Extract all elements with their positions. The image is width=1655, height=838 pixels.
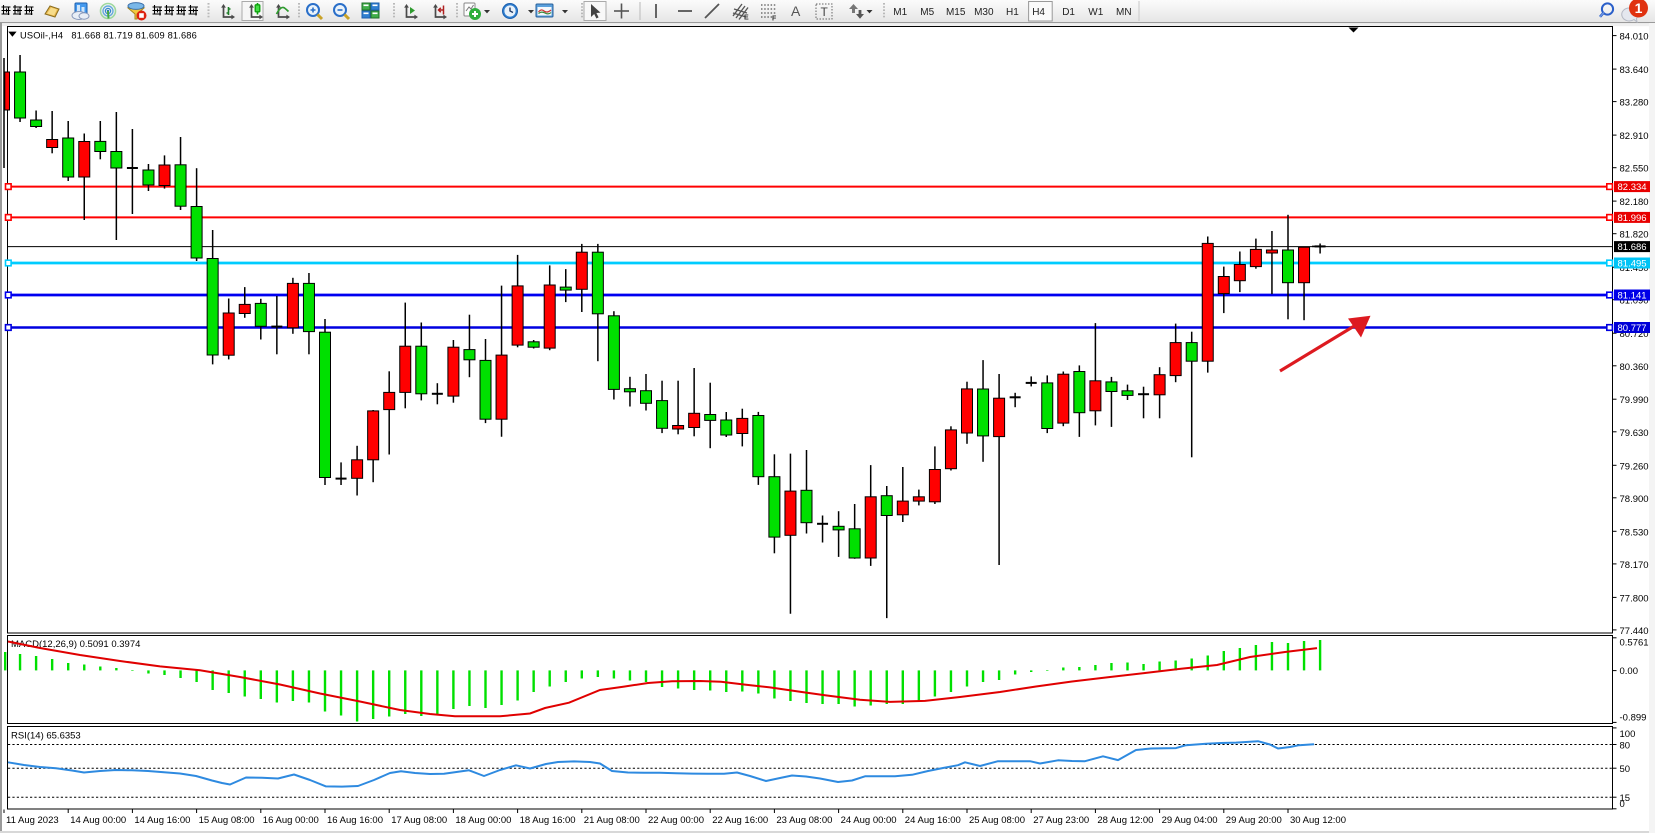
svg-text:80.720: 80.720 bbox=[1620, 329, 1649, 340]
svg-text:83.640: 83.640 bbox=[1620, 65, 1649, 76]
svg-text:78.900: 78.900 bbox=[1620, 494, 1649, 505]
svg-text:78.530: 78.530 bbox=[1620, 527, 1649, 538]
svg-text:USOil-,H4 81.668 81.719 81.6: USOil-,H4 81.668 81.719 81.609 81.686 bbox=[20, 31, 197, 41]
svg-text:27 Aug 23:00: 27 Aug 23:00 bbox=[1033, 815, 1089, 826]
svg-text:80.360: 80.360 bbox=[1620, 362, 1649, 373]
svg-text:50: 50 bbox=[1620, 764, 1631, 775]
svg-text:81.820: 81.820 bbox=[1620, 230, 1649, 241]
svg-text:81.686: 81.686 bbox=[1618, 242, 1647, 253]
svg-text:16 Aug 00:00: 16 Aug 00:00 bbox=[263, 815, 319, 826]
svg-text:25 Aug 08:00: 25 Aug 08:00 bbox=[969, 815, 1025, 826]
svg-text:80: 80 bbox=[1620, 741, 1631, 752]
svg-text:82.910: 82.910 bbox=[1620, 131, 1649, 142]
svg-text:F: F bbox=[772, 16, 777, 23]
svg-text:E: E bbox=[744, 15, 749, 22]
svg-text:16 Aug 16:00: 16 Aug 16:00 bbox=[327, 815, 383, 826]
svg-text:RSI(14) 65.6353: RSI(14) 65.6353 bbox=[11, 731, 81, 742]
svg-text:MACD(12,26,9) 0.5091 0.3974: MACD(12,26,9) 0.5091 0.3974 bbox=[11, 639, 140, 650]
svg-text:29 Aug 20:00: 29 Aug 20:00 bbox=[1226, 815, 1282, 826]
svg-text:M1: M1 bbox=[893, 7, 907, 18]
svg-text:D1: D1 bbox=[1062, 7, 1075, 18]
svg-text:MN: MN bbox=[1116, 7, 1132, 18]
svg-text:T: T bbox=[821, 5, 829, 19]
svg-text:100: 100 bbox=[1620, 729, 1636, 740]
svg-text:H1: H1 bbox=[1006, 7, 1019, 18]
svg-text:H4: H4 bbox=[1032, 7, 1045, 18]
svg-text:M5: M5 bbox=[920, 7, 934, 18]
svg-text:82.550: 82.550 bbox=[1620, 164, 1649, 175]
svg-text:82.180: 82.180 bbox=[1620, 197, 1649, 208]
svg-text:83.280: 83.280 bbox=[1620, 98, 1649, 109]
svg-text:-0.899: -0.899 bbox=[1620, 713, 1647, 724]
svg-text:0.00: 0.00 bbox=[1620, 666, 1639, 677]
svg-text:22 Aug 00:00: 22 Aug 00:00 bbox=[648, 815, 704, 826]
svg-text:22 Aug 16:00: 22 Aug 16:00 bbox=[712, 815, 768, 826]
svg-text:15 Aug 08:00: 15 Aug 08:00 bbox=[199, 815, 255, 826]
svg-text:23 Aug 08:00: 23 Aug 08:00 bbox=[776, 815, 832, 826]
svg-text:18 Aug 00:00: 18 Aug 00:00 bbox=[455, 815, 511, 826]
svg-text:11 Aug 2023: 11 Aug 2023 bbox=[6, 815, 59, 826]
svg-text:M15: M15 bbox=[946, 7, 966, 18]
svg-text:0.5761: 0.5761 bbox=[1620, 637, 1649, 648]
svg-text:80.777: 80.777 bbox=[1618, 323, 1647, 334]
svg-text:78.170: 78.170 bbox=[1620, 560, 1649, 571]
svg-text:30 Aug 12:00: 30 Aug 12:00 bbox=[1290, 815, 1346, 826]
svg-text:81.450: 81.450 bbox=[1620, 263, 1649, 274]
svg-text:79.630: 79.630 bbox=[1620, 428, 1649, 439]
svg-text:84.010: 84.010 bbox=[1620, 32, 1649, 43]
svg-text:29 Aug 04:00: 29 Aug 04:00 bbox=[1162, 815, 1218, 826]
svg-text:18 Aug 16:00: 18 Aug 16:00 bbox=[520, 815, 576, 826]
svg-text:W1: W1 bbox=[1088, 7, 1103, 18]
svg-text:14 Aug 00:00: 14 Aug 00:00 bbox=[70, 815, 126, 826]
svg-text:1: 1 bbox=[1635, 0, 1643, 16]
svg-text:0: 0 bbox=[1620, 799, 1625, 810]
svg-text:81.495: 81.495 bbox=[1618, 259, 1647, 270]
svg-text:21 Aug 08:00: 21 Aug 08:00 bbox=[584, 815, 640, 826]
svg-text:77.800: 77.800 bbox=[1620, 593, 1649, 604]
svg-text:81.141: 81.141 bbox=[1618, 291, 1647, 302]
svg-text:17 Aug 08:00: 17 Aug 08:00 bbox=[391, 815, 447, 826]
svg-text:A: A bbox=[791, 3, 801, 19]
svg-text:M30: M30 bbox=[974, 7, 994, 18]
svg-text:81.090: 81.090 bbox=[1620, 296, 1649, 307]
svg-text:77.440: 77.440 bbox=[1620, 626, 1649, 637]
svg-text:79.990: 79.990 bbox=[1620, 395, 1649, 406]
svg-text:82.334: 82.334 bbox=[1618, 182, 1647, 193]
svg-text:79.260: 79.260 bbox=[1620, 461, 1649, 472]
svg-text:15: 15 bbox=[1620, 793, 1631, 804]
svg-text:14 Aug 16:00: 14 Aug 16:00 bbox=[134, 815, 190, 826]
svg-text:28 Aug 12:00: 28 Aug 12:00 bbox=[1097, 815, 1153, 826]
svg-text:24 Aug 16:00: 24 Aug 16:00 bbox=[905, 815, 961, 826]
svg-text:24 Aug 00:00: 24 Aug 00:00 bbox=[841, 815, 897, 826]
svg-text:81.996: 81.996 bbox=[1618, 213, 1647, 224]
